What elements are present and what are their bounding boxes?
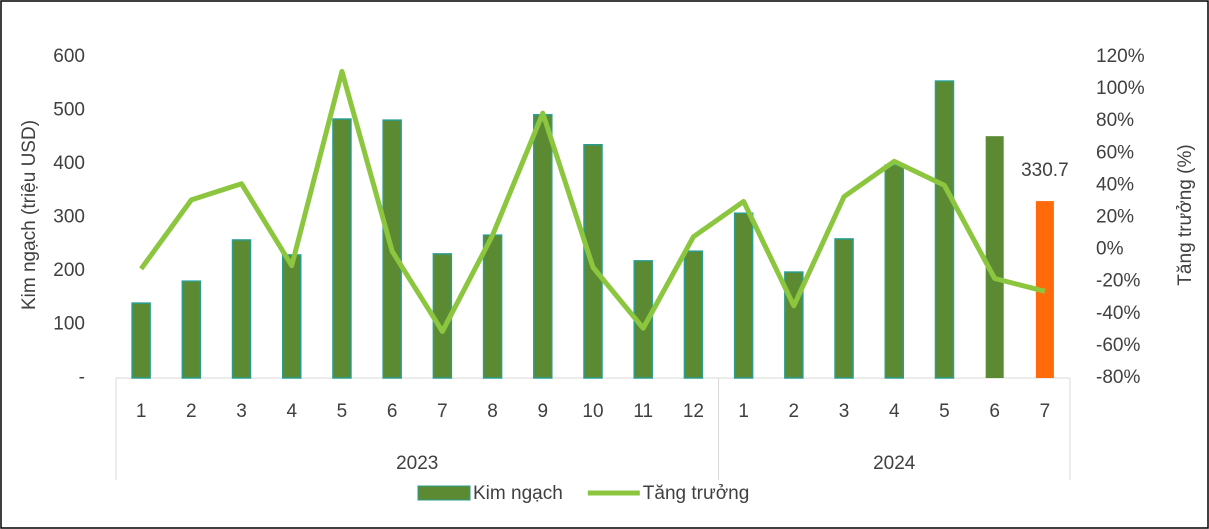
bar [934, 80, 955, 379]
x-tick-label: 4 [286, 401, 297, 422]
bar [985, 136, 1004, 378]
y-tick-label: 400 [53, 153, 85, 174]
y-tick-label: 300 [53, 207, 85, 228]
x-tick-label: 10 [582, 401, 603, 422]
bar [181, 280, 202, 379]
x-tick-label: 4 [889, 401, 900, 422]
y2-tick-label: -80% [1096, 367, 1140, 388]
legend-label: Tăng trưởng [643, 483, 750, 504]
x-tick-label: 3 [839, 401, 850, 422]
x-tick-label: 11 [633, 401, 653, 422]
bar [332, 118, 352, 379]
y2-tick-label: -40% [1096, 303, 1140, 324]
x-tick-label: 1 [738, 401, 749, 422]
x-tick-label: 2 [789, 401, 800, 422]
x-tick-label: 5 [337, 401, 348, 422]
y-tick-label: 500 [53, 100, 85, 121]
bar [683, 250, 704, 379]
y-tick-label: 200 [53, 260, 85, 281]
bar [834, 238, 854, 379]
y-tick-label: 600 [53, 46, 85, 67]
y2-tick-label: -20% [1096, 271, 1140, 292]
line [139, 68, 1046, 334]
y2-tick-label: 60% [1096, 142, 1134, 163]
y2-tick-label: 120% [1096, 46, 1145, 67]
bar [884, 164, 905, 379]
x-tick-label: 9 [538, 401, 549, 422]
x-tick-label: 3 [236, 401, 247, 422]
legend-label: Kim ngạch [473, 483, 563, 504]
y2-tick-label: 100% [1096, 78, 1145, 99]
x-tick-label: 1 [136, 401, 147, 422]
x-tick-label: 8 [487, 401, 498, 422]
y2-tick-label: 40% [1096, 174, 1134, 195]
x-tick-label: 2 [186, 401, 197, 422]
x-tick-label: 6 [989, 401, 1000, 422]
y2-tick-label: 80% [1096, 110, 1134, 131]
bar [733, 212, 754, 379]
y2-tick-label: 0% [1096, 239, 1124, 260]
group-label: 2023 [396, 453, 438, 474]
y-tick-label: 100 [53, 314, 85, 335]
y-axis-title: Kim ngạch (triệu USD) [19, 120, 40, 310]
x-tick-label: 7 [437, 401, 448, 422]
x-tick-label: 7 [1040, 401, 1051, 422]
bar [131, 302, 151, 379]
y2-tick-label: -60% [1096, 335, 1140, 356]
legend-swatch [417, 485, 471, 501]
x-tick-label: 5 [939, 401, 950, 422]
bar [482, 234, 503, 379]
y2-axis-title: Tăng trưởng (%) [1175, 144, 1196, 285]
data-label: 330.7 [1021, 160, 1069, 181]
bar [533, 114, 553, 379]
x-tick-label: 6 [387, 401, 398, 422]
x-tick-label: 12 [683, 401, 704, 422]
y-tick-label: - [79, 367, 85, 388]
y2-tick-label: 20% [1096, 207, 1134, 228]
bar [231, 239, 252, 379]
bar [281, 254, 302, 379]
group-label: 2024 [873, 453, 916, 474]
